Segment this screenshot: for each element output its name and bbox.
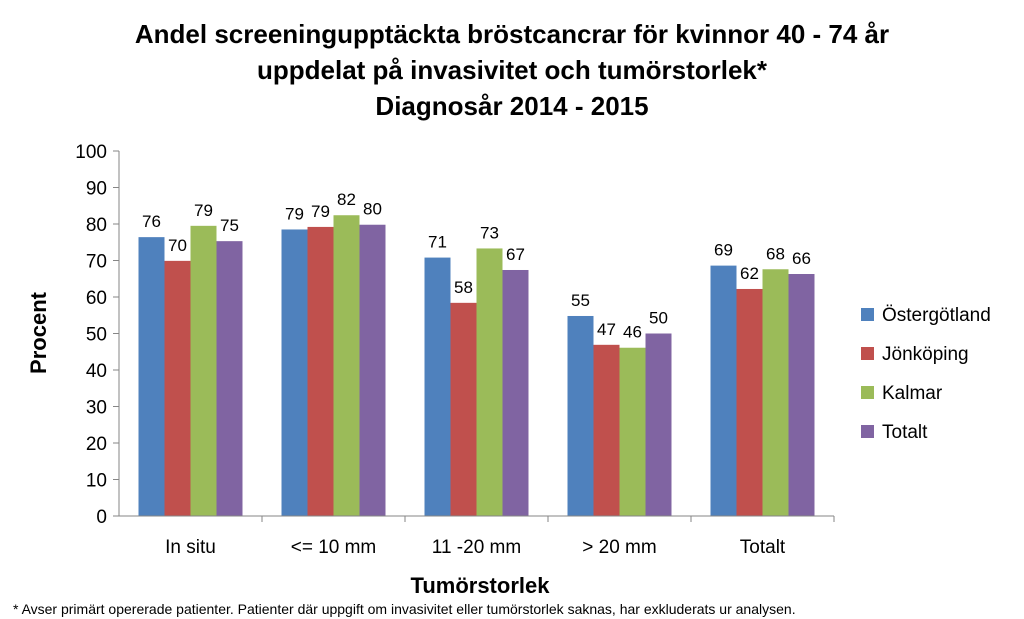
legend-label: Östergötland: [882, 305, 991, 326]
x-tick-label: In situ: [165, 537, 216, 558]
data-label: 69: [714, 241, 733, 260]
data-label: 62: [740, 264, 759, 283]
data-label: 79: [194, 201, 213, 220]
data-labels: 76 70 79 75 79 79 82 80 71 58 73 67 55 47 46 50 69 62 68 66: [142, 190, 811, 341]
bar: [164, 260, 191, 516]
data-label: 79: [311, 202, 330, 221]
legend: Östergötland Jönköping Kalmar Totalt: [861, 305, 991, 443]
legend-swatch: [861, 425, 874, 438]
bar: [190, 225, 217, 516]
y-tick-label: 100: [75, 142, 107, 163]
legend-swatch: [861, 308, 874, 321]
data-label: 50: [649, 309, 668, 328]
y-tick-label: 40: [86, 361, 107, 382]
bar: [450, 302, 477, 516]
legend-label: Kalmar: [882, 383, 943, 404]
data-label: 58: [454, 278, 473, 297]
data-label: 76: [142, 212, 161, 231]
footnote: * Avser primärt opererade patienter. Pat…: [13, 601, 796, 617]
legend-label: Jönköping: [882, 344, 969, 365]
chart-title-line-3: Diagnosår 2014 - 2015: [375, 91, 648, 121]
x-axis-ticks: In situ <= 10 mm 11 -20 mm > 20 mm Totalt: [165, 537, 786, 558]
data-label: 67: [506, 245, 525, 264]
bar: [216, 241, 243, 516]
legend-label: Totalt: [882, 422, 928, 443]
y-axis-ticks: 0 10 20 30 40 50 60 70 80 90 100: [75, 142, 107, 528]
bar: [424, 257, 451, 516]
data-label: 75: [220, 216, 239, 235]
bar: [736, 288, 763, 516]
bar: [333, 215, 360, 517]
bar: [281, 229, 308, 516]
y-tick-label: 20: [86, 434, 107, 455]
chart-title-line-1: Andel screeningupptäckta bröstcancrar fö…: [135, 19, 889, 49]
bar: [593, 344, 620, 516]
data-label: 80: [363, 200, 382, 219]
x-tick-label: <= 10 mm: [291, 537, 377, 558]
data-label: 66: [792, 249, 811, 268]
data-label: 55: [571, 291, 590, 310]
data-label: 47: [597, 320, 616, 339]
data-label: 46: [623, 323, 642, 342]
data-label: 70: [168, 236, 187, 255]
bar: [619, 347, 646, 516]
y-tick-label: 70: [86, 252, 107, 273]
bar: [307, 226, 334, 517]
data-label: 68: [766, 244, 785, 263]
bar: [567, 315, 594, 516]
bars: [138, 215, 815, 517]
axes: [113, 150, 835, 522]
bar: [788, 274, 815, 516]
bar: [710, 265, 737, 516]
y-tick-label: 0: [96, 507, 107, 528]
bar: [359, 224, 386, 517]
bar: [645, 333, 672, 516]
y-tick-label: 30: [86, 398, 107, 419]
data-label: 82: [337, 190, 356, 209]
x-tick-label: Totalt: [740, 537, 786, 558]
y-tick-label: 60: [86, 288, 107, 309]
bar: [762, 269, 789, 516]
legend-swatch: [861, 386, 874, 399]
x-tick-label: 11 -20 mm: [432, 537, 521, 558]
data-label: 79: [285, 204, 304, 223]
data-label: 71: [428, 233, 447, 252]
chart-title-line-2: uppdelat på invasivitet och tumörstorlek…: [257, 55, 768, 85]
y-tick-label: 90: [86, 179, 107, 200]
x-tick-label: > 20 mm: [582, 537, 656, 558]
y-tick-label: 50: [86, 325, 107, 346]
y-axis-title: Procent: [26, 291, 51, 374]
y-tick-label: 80: [86, 215, 107, 236]
x-axis-title: Tumörstorlek: [411, 573, 551, 598]
data-label: 73: [480, 223, 499, 242]
bar: [476, 248, 503, 516]
bar: [138, 237, 165, 516]
legend-swatch: [861, 347, 874, 360]
y-tick-label: 10: [86, 471, 107, 492]
bar: [502, 269, 529, 516]
